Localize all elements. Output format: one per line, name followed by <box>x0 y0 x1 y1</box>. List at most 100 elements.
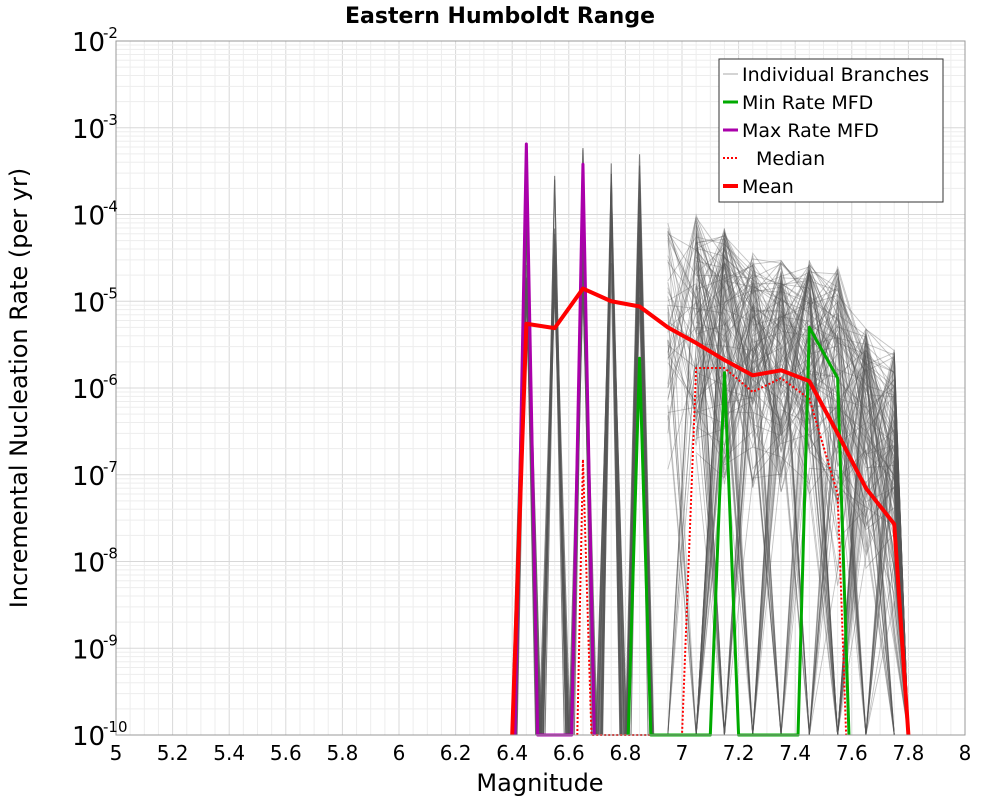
series-median <box>576 367 848 736</box>
y-tick-label: 10 <box>72 462 105 492</box>
branch-line <box>695 302 909 736</box>
y-tick-label: 10 <box>72 549 105 579</box>
branch-line <box>695 225 909 736</box>
branch-line <box>695 237 909 736</box>
x-tick-label: 7.2 <box>723 741 755 765</box>
branch-line <box>695 263 909 736</box>
x-tick-label: 6.4 <box>496 741 528 765</box>
branch-spike <box>626 267 653 736</box>
branch-line <box>667 248 909 736</box>
y-tick-exponent: -3 <box>103 111 118 129</box>
branch-line <box>667 234 909 736</box>
branch-line <box>695 263 909 736</box>
branch-spike <box>624 154 655 736</box>
branch-line <box>667 236 909 736</box>
x-tick-label: 5.8 <box>326 741 358 765</box>
branch-line <box>667 259 909 736</box>
branch-line <box>695 262 909 736</box>
y-tick-exponent: -10 <box>103 718 128 736</box>
branch-line <box>667 261 909 736</box>
branch-line <box>667 282 909 736</box>
branch-line <box>667 238 909 736</box>
branch-line <box>667 233 909 736</box>
y-tick-exponent: -9 <box>103 631 118 649</box>
y-tick-exponent: -5 <box>103 284 118 302</box>
y-tick-exponent: -8 <box>103 545 118 563</box>
y-tick-label: 10 <box>72 288 105 318</box>
series-min-rate-mfd <box>626 325 851 737</box>
y-tick-label: 10 <box>72 115 105 145</box>
branch-line <box>667 231 909 736</box>
branch-line <box>695 264 909 736</box>
branch-line <box>667 274 909 736</box>
grid <box>115 41 966 736</box>
branch-line <box>667 232 909 736</box>
legend-label: Mean <box>742 176 794 198</box>
branch-line <box>667 248 909 736</box>
branch-line <box>695 256 909 736</box>
branch-line <box>667 248 909 736</box>
branch-line <box>667 278 909 736</box>
branch-line <box>667 240 909 736</box>
y-tick-exponent: -4 <box>103 198 118 216</box>
branch-line <box>695 261 909 736</box>
y-tick-label: 10 <box>72 722 105 752</box>
legend-label: Individual Branches <box>742 64 929 86</box>
branch-line <box>667 223 909 736</box>
branch-line <box>695 255 909 736</box>
legend-label: Max Rate MFD <box>742 120 879 142</box>
branch-line <box>667 267 909 736</box>
branch-line <box>667 265 909 736</box>
branch-line <box>667 339 909 736</box>
branch-spike <box>538 233 571 736</box>
branch-line <box>667 237 909 736</box>
branch-line <box>667 229 909 736</box>
branch-line <box>695 254 909 736</box>
branch-line <box>695 234 909 736</box>
branch-spike <box>601 163 621 736</box>
plot-frame <box>115 40 966 736</box>
branch-line <box>695 272 909 736</box>
x-tick-label: 6.8 <box>609 741 641 765</box>
x-tick-labels: 5 5.2 5.4 5.6 5.8 6 6.2 6.4 6.6 6.8 7 7.2 7.4 7.6 7.8 8 <box>110 741 972 765</box>
x-tick-label: 5 <box>110 741 123 765</box>
branch-line <box>667 261 909 736</box>
y-tick-label: 10 <box>72 28 105 58</box>
branch-line <box>667 246 909 736</box>
branch-line <box>667 213 909 736</box>
branch-line <box>667 296 909 736</box>
branch-line <box>667 231 909 736</box>
branch-line <box>667 263 909 736</box>
branch-line <box>695 241 909 736</box>
branch-line <box>695 300 909 736</box>
branch-line <box>695 255 909 736</box>
branch-line <box>667 220 909 736</box>
x-tick-label: 5.4 <box>213 741 245 765</box>
branch-line <box>695 281 909 736</box>
legend-label: Min Rate MFD <box>742 92 873 114</box>
branch-line <box>667 246 909 736</box>
branch-line <box>667 285 909 736</box>
x-tick-label: 6.6 <box>553 741 585 765</box>
branch-line <box>667 216 909 736</box>
branch-line <box>667 243 909 736</box>
branch-line <box>695 272 909 736</box>
branch-line <box>667 304 909 736</box>
x-tick-label: 8 <box>959 741 972 765</box>
y-tick-exponent: -6 <box>103 371 118 389</box>
branch-line <box>695 259 909 736</box>
branch-line <box>696 235 909 736</box>
y-tick-exponent: -7 <box>103 458 118 476</box>
x-tick-label: 6.2 <box>440 741 472 765</box>
x-tick-label: 7.4 <box>779 741 811 765</box>
series-mean <box>510 286 911 736</box>
branch-line <box>667 262 909 736</box>
branch-line <box>695 277 909 736</box>
branch-spike <box>542 243 567 736</box>
x-tick-label: 5.2 <box>157 741 189 765</box>
branch-line <box>695 273 909 736</box>
branch-line <box>695 333 909 736</box>
x-axis-label: Magnitude <box>476 769 603 797</box>
